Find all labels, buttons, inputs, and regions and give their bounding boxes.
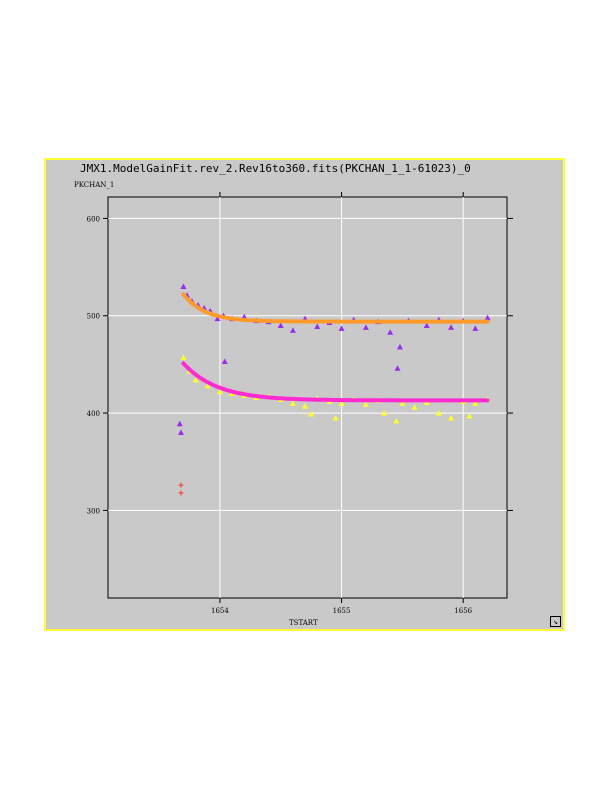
data-point [332, 414, 339, 421]
data-point [289, 400, 296, 406]
data-point [448, 324, 455, 330]
data-point [302, 403, 309, 409]
data-point [411, 404, 418, 410]
data-point [435, 410, 442, 416]
x-axis-label: TSTART [289, 619, 318, 627]
data-point [204, 382, 211, 389]
data-point [180, 354, 187, 361]
fit-curve-1 [181, 292, 490, 324]
y-tick-label: 400 [87, 410, 100, 418]
x-tick-label: 1656 [454, 607, 472, 615]
data-point [214, 315, 221, 322]
chart-title: JMX1.ModelGainFit.rev_2.Rev16to360.fits(… [80, 162, 471, 175]
data-point [466, 412, 473, 419]
x-tick-label: 1654 [211, 607, 229, 615]
data-point [178, 490, 184, 496]
data-point [423, 322, 430, 328]
data-point [362, 401, 369, 407]
data-point [180, 283, 187, 290]
y-tick-label: 300 [87, 507, 100, 515]
x-tick-label: 1655 [333, 607, 351, 615]
data-point [393, 417, 400, 424]
data-point [178, 482, 184, 488]
data-point [192, 376, 199, 383]
data-point [484, 314, 491, 321]
data-point [289, 327, 296, 333]
data-point [177, 429, 184, 436]
data-point [381, 410, 388, 416]
data-point [472, 325, 479, 331]
plot-frame [107, 196, 508, 599]
data-point [314, 323, 321, 329]
data-point [176, 420, 183, 427]
data-point [396, 343, 403, 350]
data-point [472, 400, 479, 406]
data-point [387, 329, 394, 335]
plot-window: JMX1.ModelGainFit.rev_2.Rev16to360.fits(… [44, 158, 565, 631]
resize-handle-icon[interactable]: ↘ [550, 616, 561, 627]
y-tick-label: 500 [87, 313, 100, 321]
data-point [338, 325, 345, 331]
data-point [338, 400, 345, 406]
data-point [399, 400, 406, 406]
data-point [394, 365, 401, 371]
fit-curve-3 [181, 361, 490, 403]
data-point [362, 324, 369, 330]
data-point [277, 322, 284, 328]
data-point [448, 414, 455, 421]
data-point [308, 411, 315, 417]
y-tick-label: 600 [87, 215, 100, 223]
data-point [221, 358, 228, 364]
plot-area: 1654 1655 1656 300 400 500 600 [87, 192, 513, 615]
data-point [216, 388, 223, 395]
y-axis-label: PKCHAN_1 [74, 181, 115, 189]
